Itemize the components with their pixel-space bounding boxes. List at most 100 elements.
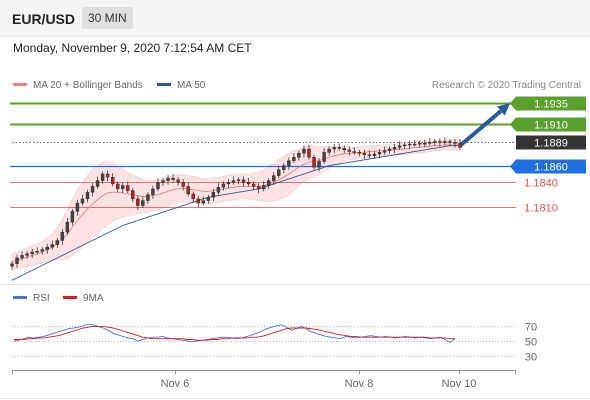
candle-body bbox=[10, 263, 14, 267]
legend-ma50: MA 50 bbox=[157, 80, 205, 91]
candle-body bbox=[65, 221, 70, 233]
ma50-line bbox=[11, 144, 461, 281]
ma9-label: 9MA bbox=[83, 293, 104, 304]
candle-body bbox=[131, 190, 135, 200]
candle-body bbox=[95, 180, 100, 187]
level-tag-resistance bbox=[510, 117, 586, 132]
candle-body bbox=[156, 182, 160, 190]
rsi-level-label: 30 bbox=[525, 352, 537, 364]
candle-body bbox=[387, 148, 392, 151]
candle-body bbox=[282, 165, 286, 170]
level-tag-pivot bbox=[510, 159, 586, 174]
date-text: Monday, November 9, 2020 7:12:54 AM CET bbox=[13, 41, 252, 55]
time-tick-label: Nov 8 bbox=[345, 378, 374, 390]
candle-body bbox=[126, 185, 130, 191]
currency-pair: EUR/USD bbox=[12, 11, 76, 27]
candle-body bbox=[60, 231, 65, 241]
candle-body bbox=[181, 182, 185, 187]
candle-body bbox=[186, 186, 190, 195]
candle-body bbox=[342, 147, 346, 151]
candle-body bbox=[312, 157, 316, 168]
candle-body bbox=[191, 193, 195, 200]
rsi-ma9-line bbox=[14, 325, 455, 341]
level-label: 1.1840 bbox=[524, 178, 558, 190]
candle-body bbox=[80, 198, 85, 204]
candle-body bbox=[267, 180, 271, 186]
candle-body bbox=[121, 185, 125, 190]
level-label: 1.1810 bbox=[524, 203, 558, 215]
projection-arrow-head bbox=[496, 103, 510, 116]
candle-body bbox=[347, 149, 351, 152]
level-label: 1.1910 bbox=[534, 120, 568, 132]
candle-body bbox=[443, 141, 447, 143]
ma9-swatch bbox=[63, 295, 77, 299]
candle-body bbox=[407, 143, 412, 146]
candle-body bbox=[322, 152, 326, 162]
candle-body bbox=[367, 154, 372, 157]
rsi-level-label: 70 bbox=[525, 322, 537, 334]
candle-body bbox=[453, 142, 457, 144]
credit-text: Research © 2020 Trading Central bbox=[431, 80, 581, 91]
candle-body bbox=[261, 185, 266, 190]
candle-body bbox=[392, 147, 397, 150]
candle-body bbox=[90, 186, 95, 193]
legend-ma9: 9MA bbox=[63, 293, 104, 304]
candle-body bbox=[287, 160, 291, 166]
candle-body bbox=[438, 141, 442, 143]
candle-body bbox=[211, 192, 216, 198]
level-label: 1.1860 bbox=[534, 162, 568, 174]
time-tick-label: Nov 10 bbox=[442, 378, 477, 390]
candle-body bbox=[151, 188, 155, 195]
candle-body bbox=[45, 246, 49, 250]
candle-body bbox=[171, 177, 175, 180]
candle-body bbox=[100, 173, 105, 181]
candle-body bbox=[297, 152, 301, 158]
rsi-label: RSI bbox=[33, 293, 50, 304]
candle-body bbox=[352, 151, 356, 153]
candle-body bbox=[272, 175, 276, 181]
candle-body bbox=[15, 257, 19, 264]
candle-body bbox=[146, 194, 150, 201]
candle-body bbox=[236, 179, 241, 181]
current-price-label: 1.1889 bbox=[534, 138, 568, 150]
candle-body bbox=[362, 152, 367, 156]
candle-body bbox=[216, 187, 221, 193]
level-tag-resistance bbox=[510, 96, 586, 111]
candle-body bbox=[377, 152, 382, 155]
rsi-level-label: 50 bbox=[525, 337, 537, 349]
candle-body bbox=[372, 153, 377, 156]
candle-body bbox=[418, 143, 422, 145]
projection-arrow-shaft bbox=[458, 109, 503, 148]
candle-body bbox=[196, 198, 200, 204]
ma50-swatch bbox=[157, 82, 171, 86]
candle-body bbox=[50, 244, 54, 248]
level-label: 1.1935 bbox=[534, 99, 568, 111]
timeframe-button[interactable]: 30 MIN bbox=[82, 7, 133, 29]
candle-body bbox=[256, 186, 261, 190]
candle-body bbox=[20, 255, 24, 259]
top-bar: EUR/USD 30 MIN bbox=[0, 0, 590, 37]
candle-body bbox=[397, 145, 402, 148]
candle-body bbox=[423, 143, 427, 145]
candle-body bbox=[75, 202, 80, 212]
candle-body bbox=[201, 200, 205, 204]
candle-body bbox=[176, 179, 180, 183]
candle-body bbox=[402, 144, 407, 147]
candle-body bbox=[428, 142, 432, 144]
ma50-label: MA 50 bbox=[177, 80, 206, 91]
time-tick-label: Nov 6 bbox=[161, 378, 190, 390]
candle-body bbox=[231, 180, 236, 183]
candle-body bbox=[241, 179, 246, 183]
candle-body bbox=[307, 148, 311, 158]
current-price-tag bbox=[516, 135, 586, 150]
candle-body bbox=[448, 141, 452, 143]
candle-body bbox=[85, 192, 90, 200]
ma20-swatch bbox=[13, 82, 27, 86]
bollinger-band bbox=[11, 139, 461, 271]
candle-body bbox=[302, 148, 306, 154]
candle-body bbox=[25, 253, 29, 256]
candle-body bbox=[161, 180, 165, 183]
candle-body bbox=[206, 197, 211, 201]
candle-body bbox=[70, 211, 75, 223]
